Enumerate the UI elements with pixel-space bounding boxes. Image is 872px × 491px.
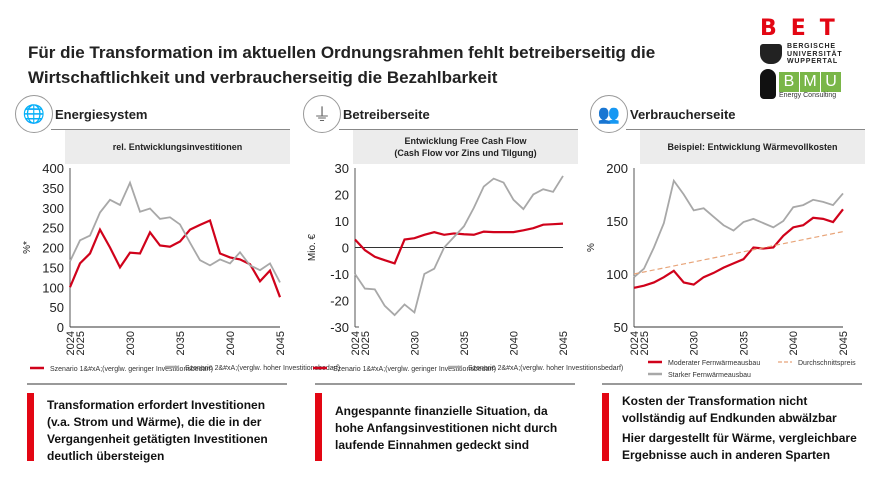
chart-subtitle: Beispiel: Entwicklung Wärmevollkosten <box>667 142 838 152</box>
bmu-letter: U <box>821 71 841 92</box>
panel-energiesystem: 🌐 Energiesystem rel. Entwicklungsinvesti… <box>15 95 290 395</box>
divider <box>27 383 287 385</box>
university-logo: BERGISCHE UNIVERSITÄT WUPPERTAL <box>760 43 860 66</box>
chart-title-box: rel. Entwicklungsinvestitionen <box>65 130 290 164</box>
chart-subtitle: (Cash Flow vor Zins und Tilgung) <box>394 148 537 158</box>
bmu-subtitle: Energy Consulting <box>779 91 837 99</box>
message-text: Transformation erfordert Investitionen (… <box>47 398 268 463</box>
panel-heading: Verbraucherseite <box>630 107 736 122</box>
accent-bar <box>315 393 322 461</box>
message-text: Hier dargestellt für Wärme, vergleichbar… <box>622 431 857 462</box>
panel-heading: Energiesystem <box>55 107 148 122</box>
slide-title: Für die Transformation im aktuellen Ordn… <box>28 43 656 87</box>
accent-bar <box>602 393 609 461</box>
message-text: Kosten der Transformation nicht vollstän… <box>622 394 837 425</box>
accent-bar <box>27 393 34 461</box>
message-text: Angespannte finanzielle Situation, da ho… <box>335 404 558 452</box>
bmu-letter: M <box>800 71 820 92</box>
university-line: UNIVERSITÄT <box>787 50 843 58</box>
divider <box>602 383 862 385</box>
users-icon: 👥 <box>590 95 628 133</box>
chart-title-box: Entwicklung Free Cash Flow (Cash Flow vor… <box>353 130 578 164</box>
chart-title-box: Beispiel: Entwicklung Wärmevollkosten <box>640 130 865 164</box>
heading-rule <box>51 129 290 130</box>
power-pylon-icon: ⏚ <box>303 95 341 133</box>
globe-cycle-icon: 🌐 <box>15 95 53 133</box>
bmu-letter: B <box>779 71 799 92</box>
heading-rule <box>626 129 865 130</box>
heading-rule <box>339 129 578 130</box>
panel-verbraucherseite: 👥 Verbraucherseite Beispiel: Entwicklung… <box>590 95 865 395</box>
chart-subtitle: rel. Entwicklungsinvestitionen <box>112 142 243 152</box>
university-line: WUPPERTAL <box>787 58 839 65</box>
panel-betreiberseite: ⏚ Betreiberseite Entwicklung Free Cash F… <box>303 95 578 395</box>
penguin-icon <box>760 68 776 99</box>
bet-logo: BET <box>760 16 849 41</box>
crest-icon <box>760 44 782 65</box>
divider <box>315 383 575 385</box>
chart-subtitle: Entwicklung Free Cash Flow <box>404 136 527 146</box>
panel-heading: Betreiberseite <box>343 107 430 122</box>
university-line: BERGISCHE <box>787 43 836 50</box>
